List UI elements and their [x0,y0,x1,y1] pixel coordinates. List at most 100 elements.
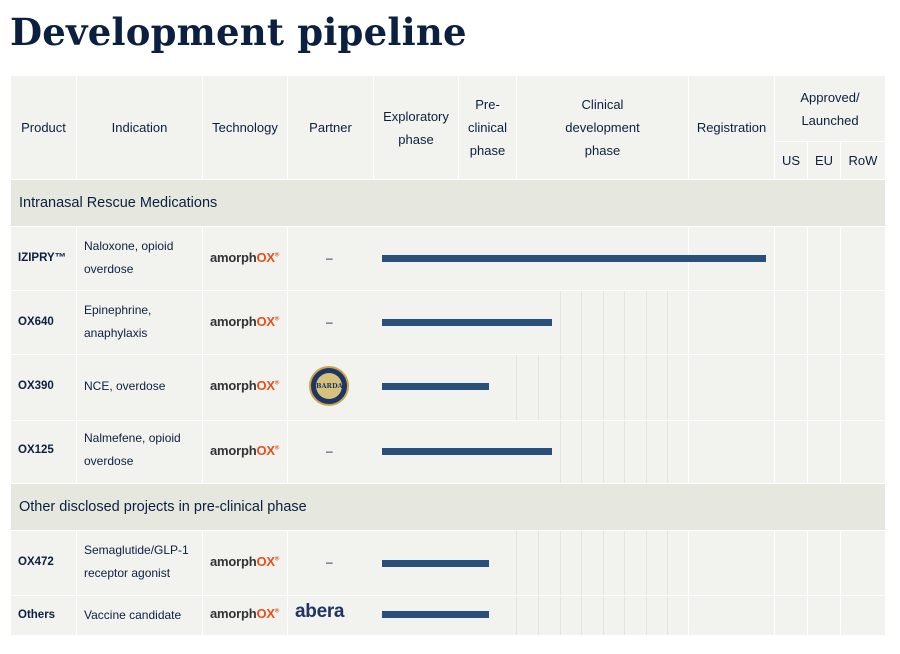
header-approved-line: Launched [801,112,859,128]
progress-bar [382,560,489,567]
header-preclinical-line: clinical [467,120,507,135]
indication-line: overdose [84,454,134,468]
indication-line: overdose [84,262,134,276]
header-clinical-line: development [565,120,640,135]
indication: Semaglutide/GLP-1 receptor agonist [84,539,189,585]
grid-line [516,354,517,420]
col-divider [774,76,775,635]
logo-mark: ® [274,380,280,387]
amorphox-logo: amorphOX® [210,554,279,569]
abera-logo: abera [295,601,345,622]
col-divider [373,76,374,179]
header-clinical-line: Clinical [581,97,624,112]
row-divider [11,530,885,531]
amorphox-logo: amorphOX® [210,250,279,265]
indication-line: Naloxone, opioid [84,239,174,253]
amorphox-logo: amorphOX® [210,606,279,621]
col-divider [688,76,689,635]
header-approved: Approved/ Launched [775,76,885,141]
header-approved-line: Approved/ [800,89,860,105]
col-divider [202,76,203,635]
logo-text-accent: OX [256,443,275,458]
grid-line [603,290,604,635]
product-name: Others [18,609,56,621]
row-divider [11,290,885,291]
logo-mark: ® [274,252,280,259]
amorphox-logo: amorphOX® [210,378,279,393]
progress-bar [382,255,766,262]
logo-text: amorph [210,378,257,393]
col-divider [458,76,459,179]
logo-text-accent: OX [256,314,275,329]
indication: NCE, overdose [84,375,165,398]
barda-seal-icon: BARDA [309,366,349,406]
grid-line [516,530,517,635]
indication-line: Nalmefene, opioid [84,431,181,445]
row-divider [11,226,885,227]
header-row: RoW [848,153,878,168]
page-title: Development pipeline [10,10,467,54]
partner-none: – [326,315,333,329]
header-preclinical-line: phase [469,143,506,158]
logo-text: amorph [210,443,257,458]
header-us: US [781,153,801,168]
grid-line [581,290,582,635]
progress-bar [382,319,552,326]
header-partner: Partner [309,120,352,135]
progress-bar [382,383,489,390]
section-title: Other disclosed projects in pre-clinical… [19,499,307,515]
grid-line [667,290,668,635]
grid-line [624,290,625,635]
logo-text: amorph [210,314,257,329]
col-divider [807,141,808,635]
amorphox-logo: amorphOX® [210,443,279,458]
product-name: OX125 [18,444,54,456]
indication-line: anaphylaxis [84,326,148,340]
header-registration: Registration [696,120,767,135]
header-clinical: Clinical development phase [517,76,688,179]
logo-text: amorph [210,606,257,621]
row-divider [11,420,885,421]
section-intranasal: Intranasal Rescue Medications [11,180,885,226]
indication-line: receptor agonist [84,566,171,580]
logo-text: amorph [210,554,257,569]
partner-none: – [326,251,333,265]
header-exploratory-line: Exploratory [383,108,449,124]
product-name: IZIPRY™ [18,252,67,264]
indication-line: Semaglutide/GLP-1 [84,543,189,557]
col-divider [516,76,517,179]
row-divider [11,354,885,355]
logo-text-accent: OX [256,606,275,621]
grid-line [538,354,539,420]
col-divider [76,76,77,635]
header-exploratory-line: phase [398,131,434,147]
grid-line [646,290,647,635]
header-technology: Technology [212,120,278,135]
col-divider [287,76,288,635]
barda-seal-text: BARDA [316,373,343,399]
logo-text-accent: OX [256,378,275,393]
logo-text-accent: OX [256,250,275,265]
progress-bar [382,448,552,455]
row-divider [11,595,885,596]
product-name: OX640 [18,316,54,328]
product-name: OX390 [18,380,54,392]
row-divider [11,483,885,484]
row-divider [11,179,885,180]
logo-mark: ® [274,316,280,323]
logo-text-accent: OX [256,554,275,569]
row-divider [774,141,885,142]
indication-line: Epinephrine, [84,303,152,317]
amorphox-logo: amorphOX® [210,314,279,329]
indication-line: Vaccine candidate [84,608,182,622]
header-preclinical: Pre- clinical phase [459,76,516,179]
indication: Naloxone, opioid overdose [84,235,173,281]
logo-mark: ® [274,445,280,452]
indication: Nalmefene, opioid overdose [84,427,181,473]
grid-line [538,530,539,635]
logo-mark: ® [274,556,280,563]
logo-mark: ® [274,608,280,615]
header-preclinical-line: Pre- [475,97,500,112]
grid-line [560,290,561,635]
indication: Vaccine candidate [84,604,181,627]
